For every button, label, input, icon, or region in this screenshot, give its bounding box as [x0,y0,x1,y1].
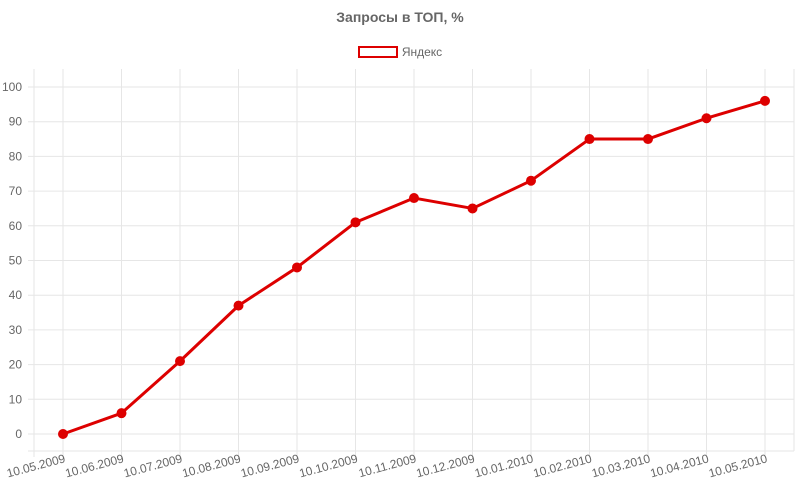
legend: Яндекс [0,45,800,59]
x-tick-label: 10.03.2010 [590,451,652,480]
x-tick-label: 10.11.2009 [357,451,418,480]
y-tick-label: 30 [9,323,23,337]
y-tick-label: 20 [9,358,23,372]
data-point [233,300,244,311]
x-tick-label: 10.07.2009 [122,451,184,480]
data-point [350,217,361,228]
data-point [643,134,653,145]
x-tick-label: 10.05.2009 [5,451,67,480]
y-tick-label: 80 [9,149,23,163]
data-point [701,113,712,124]
x-axis-ticks: 10.05.200910.06.200910.07.200910.08.2009… [5,451,769,480]
x-tick-label: 10.10.2009 [298,451,360,480]
x-tick-label: 10.01.2010 [473,451,535,480]
data-point [526,175,536,186]
data-point [292,262,302,273]
legend-swatch-yandex [357,46,398,58]
chart-grid [28,69,795,457]
data-point [760,95,770,106]
y-tick-label: 100 [2,80,22,94]
y-tick-label: 90 [9,115,23,129]
data-point [584,134,595,145]
x-tick-label: 10.09.2009 [239,451,301,480]
y-tick-label: 10 [9,392,23,406]
y-tick-label: 0 [15,427,22,441]
y-tick-label: 50 [9,254,23,268]
y-axis-ticks: 0 10 20 30 40 50 60 70 80 90 100 [2,80,22,441]
x-tick-label: 10.05.2010 [707,451,769,480]
series-layer [58,95,770,439]
x-tick-label: 10.02.2010 [532,451,594,480]
y-tick-label: 40 [9,288,23,302]
data-point [409,193,419,204]
data-point [116,408,127,419]
x-tick-label: 10.04.2010 [649,451,711,480]
data-point [467,203,478,214]
data-point [175,356,185,367]
x-tick-label: 10.12.2009 [415,451,477,480]
y-tick-label: 60 [9,219,23,233]
x-tick-label: 10.08.2009 [181,451,243,480]
y-tick-label: 70 [9,184,23,198]
x-tick-label: 10.06.2009 [64,451,126,480]
chart-title: Запросы в ТОП, % [336,9,464,25]
legend-label-yandex: Яндекс [401,45,443,59]
data-point [58,429,68,439]
